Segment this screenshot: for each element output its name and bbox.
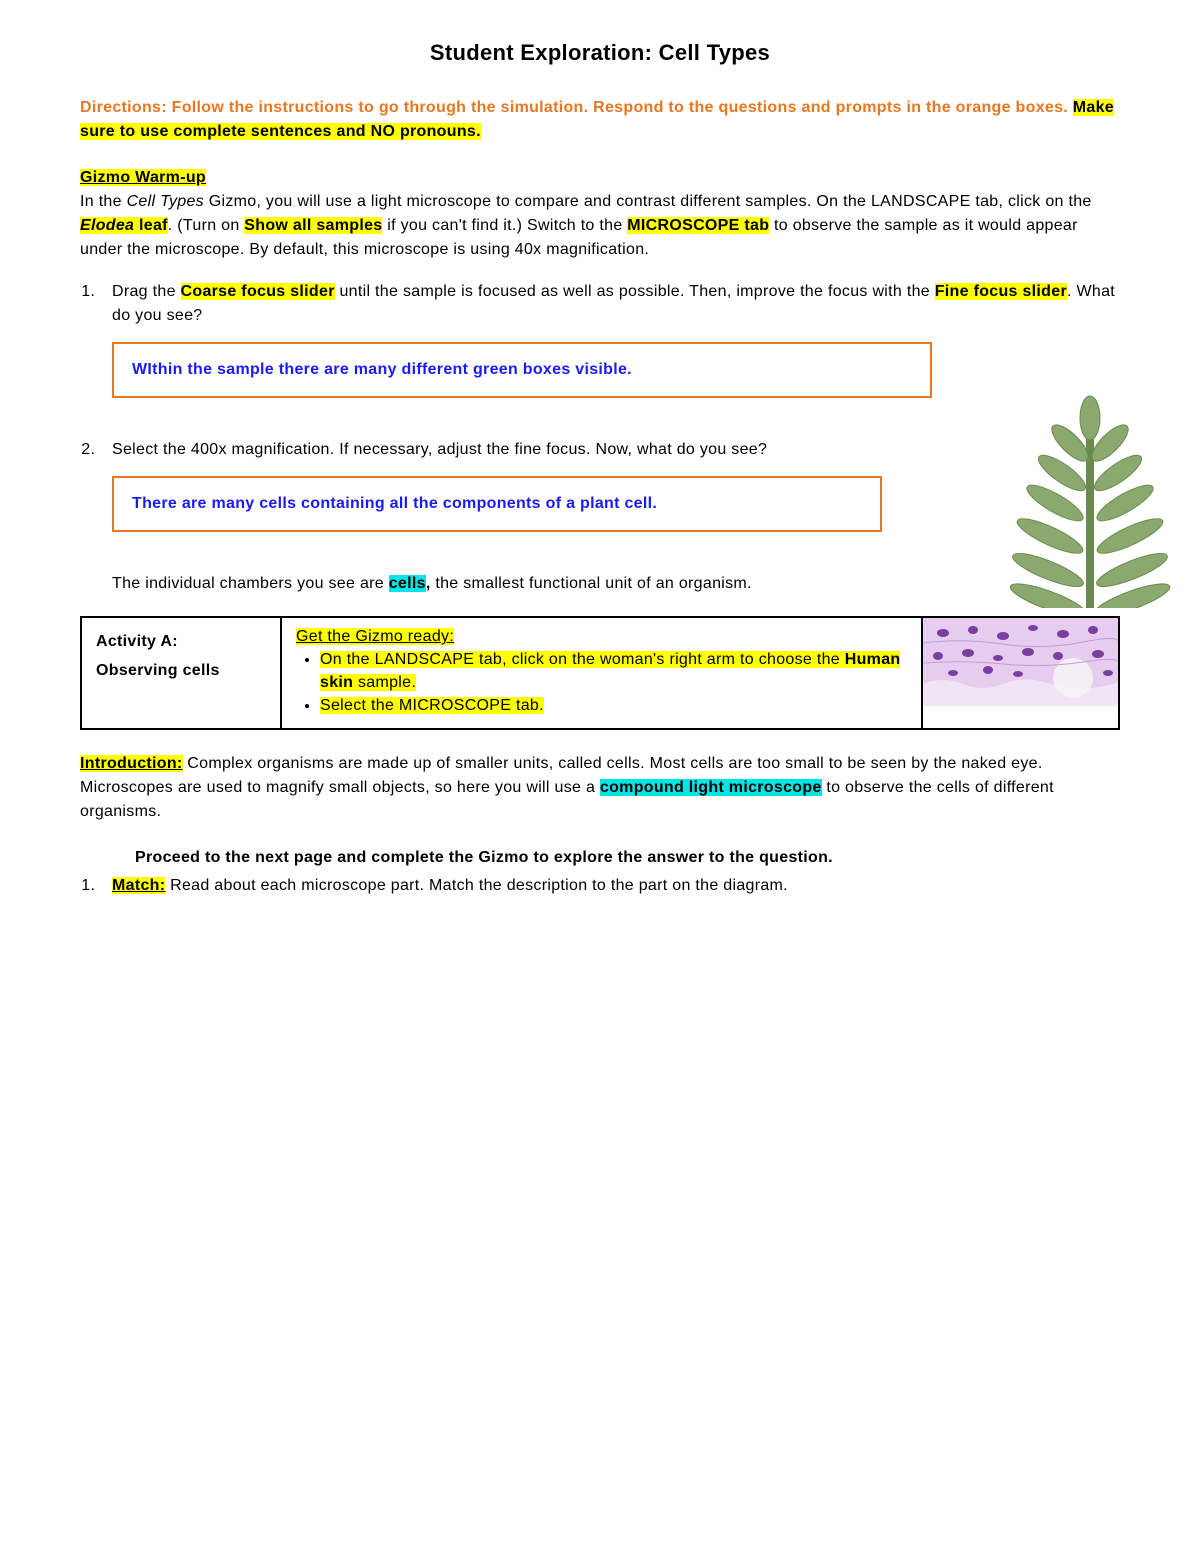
q1-a: Drag the	[112, 283, 181, 300]
microscope-tab-hl: MICROSCOPE tab	[627, 217, 769, 234]
compound-hl: compound light microscope	[600, 779, 822, 796]
q2-answer-box: There are many cells containing all the …	[112, 476, 882, 532]
match-list: Match: Read about each microscope part. …	[80, 874, 1120, 898]
q1-fine: Fine focus slider	[935, 283, 1067, 300]
activity-col1: Activity A: Observing cells	[81, 617, 281, 729]
elodea-hl: Elodea	[80, 217, 134, 234]
directions-prefix: Directions: Follow the instructions to g…	[80, 99, 1073, 116]
proceed-instruction: Proceed to the next page and complete th…	[135, 846, 1120, 870]
activity-b: Observing cells	[96, 662, 220, 679]
warmup-p1b: Gizmo, you will use a light microscope t…	[204, 193, 1092, 210]
warmup-p1d: if you can't find it.) Switch to the	[382, 217, 627, 234]
b1-b: sample.	[353, 674, 416, 691]
activity-col3	[922, 617, 1119, 729]
activity-a: Activity A:	[96, 633, 178, 650]
question-1: Drag the Coarse focus slider until the s…	[100, 280, 1120, 398]
question-2: Select the 400x magnification. If necess…	[100, 438, 1120, 532]
cells-a: The individual chambers you see are	[112, 575, 389, 592]
gizmo-ready: Get the Gizmo ready:	[296, 628, 454, 645]
q2-text: Select the 400x magnification. If necess…	[112, 441, 767, 458]
cells-definition: The individual chambers you see are cell…	[112, 572, 1120, 596]
warmup-block: Gizmo Warm-up In the Cell Types Gizmo, y…	[80, 166, 1120, 262]
question-list: Drag the Coarse focus slider until the s…	[80, 280, 1120, 532]
elodea-plant-icon	[1000, 388, 1180, 608]
b1-a: On the LANDSCAPE tab, click on the woman…	[320, 651, 845, 668]
activity-table: Activity A: Observing cells Get the Gizm…	[80, 616, 1120, 730]
match-item: Match: Read about each microscope part. …	[100, 874, 1120, 898]
showall-hl: Show all samples	[244, 217, 382, 234]
b2: Select the MICROSCOPE tab.	[320, 697, 544, 714]
introduction-block: Introduction: Complex organisms are made…	[80, 752, 1120, 824]
gizmo-bullet-2: Select the MICROSCOPE tab.	[320, 694, 907, 717]
q1-answer-box: WIthin the sample there are many differe…	[112, 342, 932, 398]
warmup-p1a: In the	[80, 193, 127, 210]
cells-b: the smallest functional unit of an organ…	[431, 575, 752, 592]
match-label: Match:	[112, 877, 165, 894]
leaf-hl: leaf	[134, 217, 168, 234]
directions-text: Directions: Follow the instructions to g…	[80, 96, 1120, 144]
human-skin-sample-icon	[923, 618, 1118, 706]
activity-col2: Get the Gizmo ready: On the LANDSCAPE ta…	[281, 617, 922, 729]
cells-hl: cells	[389, 575, 426, 592]
page-title: Student Exploration: Cell Types	[80, 40, 1120, 66]
gizmo-bullet-1: On the LANDSCAPE tab, click on the woman…	[320, 648, 907, 694]
plant-wrapper: Select the 400x magnification. If necess…	[112, 438, 1120, 532]
gizmo-list: On the LANDSCAPE tab, click on the woman…	[296, 648, 907, 718]
warmup-italic: Cell Types	[127, 193, 204, 210]
match-text: Read about each microscope part. Match t…	[165, 877, 788, 894]
intro-label: Introduction:	[80, 755, 183, 772]
warmup-heading: Gizmo Warm-up	[80, 169, 206, 186]
warmup-p1c: . (Turn on	[168, 217, 245, 234]
q1-coarse: Coarse focus slider	[181, 283, 335, 300]
q1-b: until the sample is focused as well as p…	[335, 283, 935, 300]
